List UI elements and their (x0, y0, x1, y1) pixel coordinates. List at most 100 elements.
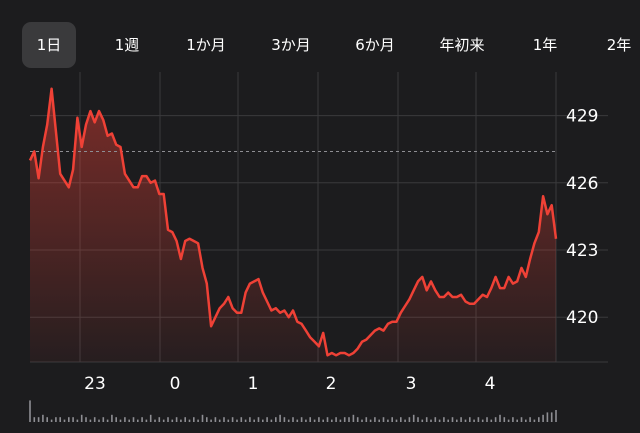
volume-bar (352, 414, 355, 422)
price-line (28, 87, 558, 357)
volume-bar (275, 417, 277, 422)
volume-bar (434, 417, 437, 422)
volume-bar (555, 410, 557, 422)
volume-bar (227, 419, 230, 422)
volume-bar (365, 417, 368, 422)
volume-bar (309, 417, 311, 422)
volume-bar (249, 417, 251, 422)
volume-bar (305, 419, 307, 422)
volume-bar (456, 419, 458, 422)
volume-bar (464, 419, 467, 422)
volume-bar (387, 419, 389, 422)
volume-bar (89, 419, 92, 422)
volume-bar (279, 414, 281, 422)
volume-bar (158, 417, 161, 422)
volume-bar (257, 417, 260, 422)
x-tick-label: 23 (84, 374, 106, 394)
x-tick-label: 0 (170, 374, 181, 394)
volume-bar (236, 419, 238, 422)
y-tick-label: 429 (566, 107, 598, 127)
volume-bar (210, 419, 212, 422)
volume-bar (292, 417, 294, 422)
volume-bar (102, 417, 105, 422)
volume-bars (29, 400, 557, 422)
y-tick-label: 423 (566, 241, 598, 261)
volume-bar (59, 417, 61, 422)
x-tick-label: 4 (485, 374, 496, 394)
volume-bar (507, 419, 510, 422)
volume-bar (119, 419, 122, 422)
volume-bar (80, 414, 83, 422)
volume-bar (111, 414, 113, 422)
volume-bar (29, 400, 31, 422)
volume-bar (318, 417, 320, 422)
volume-bar (499, 414, 501, 422)
volume-bar (149, 414, 152, 422)
volume-bar (115, 417, 117, 422)
volume-bar (425, 417, 428, 422)
range-tab-5[interactable]: 6か月 (355, 36, 395, 54)
volume-bar (356, 417, 359, 422)
range-tab-7[interactable]: 1年 (532, 36, 558, 54)
volume-bar (417, 417, 419, 422)
volume-bar (395, 419, 398, 422)
volume-bar (313, 419, 316, 422)
volume-bar (348, 417, 350, 422)
volume-bar (262, 419, 264, 422)
range-selector: 1日 1週 1か月 3か月 6か月 年初来 1年 2年 (0, 0, 640, 72)
x-tick-label: 2 (326, 374, 337, 394)
volume-bar (343, 417, 346, 422)
volume-bar (300, 417, 303, 422)
volume-bar (201, 414, 204, 422)
volume-bar (162, 419, 165, 422)
volume-bar (391, 417, 393, 422)
volume-bar (171, 419, 174, 422)
volume-bar (361, 419, 363, 422)
volume-bar (525, 419, 527, 422)
volume-bar (339, 419, 342, 422)
volume-bar (184, 417, 186, 422)
volume-bar (529, 417, 531, 422)
volume-bar (326, 417, 329, 422)
volume-bar (481, 419, 484, 422)
volume-bar (490, 419, 493, 422)
range-tab-8[interactable]: 2年 (606, 36, 632, 54)
volume-bar (412, 414, 415, 422)
volume-bar (331, 419, 333, 422)
volume-bar (180, 419, 182, 422)
volume-bar (50, 419, 53, 422)
volume-bar (542, 414, 544, 422)
volume-bar (443, 417, 445, 422)
range-tab-3[interactable]: 1か月 (186, 36, 226, 54)
range-tab-1[interactable]: 1日 (22, 22, 76, 68)
volume-bar (145, 419, 148, 422)
volume-bar (270, 419, 273, 422)
range-tab-4[interactable]: 3か月 (271, 36, 311, 54)
volume-bar (516, 419, 518, 422)
volume-bar (503, 417, 506, 422)
volume-bar (85, 417, 87, 422)
volume-bar (128, 419, 130, 422)
volume-bar (197, 419, 199, 422)
volume-bar (253, 419, 255, 422)
range-tab-2[interactable]: 1週 (114, 36, 140, 54)
volume-bar (400, 417, 402, 422)
volume-bar (141, 417, 143, 422)
volume-bar (283, 417, 286, 422)
volume-bar (46, 417, 48, 422)
volume-bar (132, 417, 135, 422)
volume-bar (447, 419, 449, 422)
y-axis-labels: 429 426 423 420 (566, 107, 598, 329)
volume-bar (335, 417, 337, 422)
volume-bar (421, 419, 424, 422)
volume-bar (296, 419, 299, 422)
range-tab-6[interactable]: 年初来 (439, 36, 485, 54)
volume-bar (167, 417, 169, 422)
volume-bar (231, 417, 234, 422)
volume-bar (244, 419, 247, 422)
volume-bar (287, 419, 290, 422)
volume-bar (408, 417, 411, 422)
volume-bar (538, 417, 540, 422)
volume-bar (322, 419, 324, 422)
